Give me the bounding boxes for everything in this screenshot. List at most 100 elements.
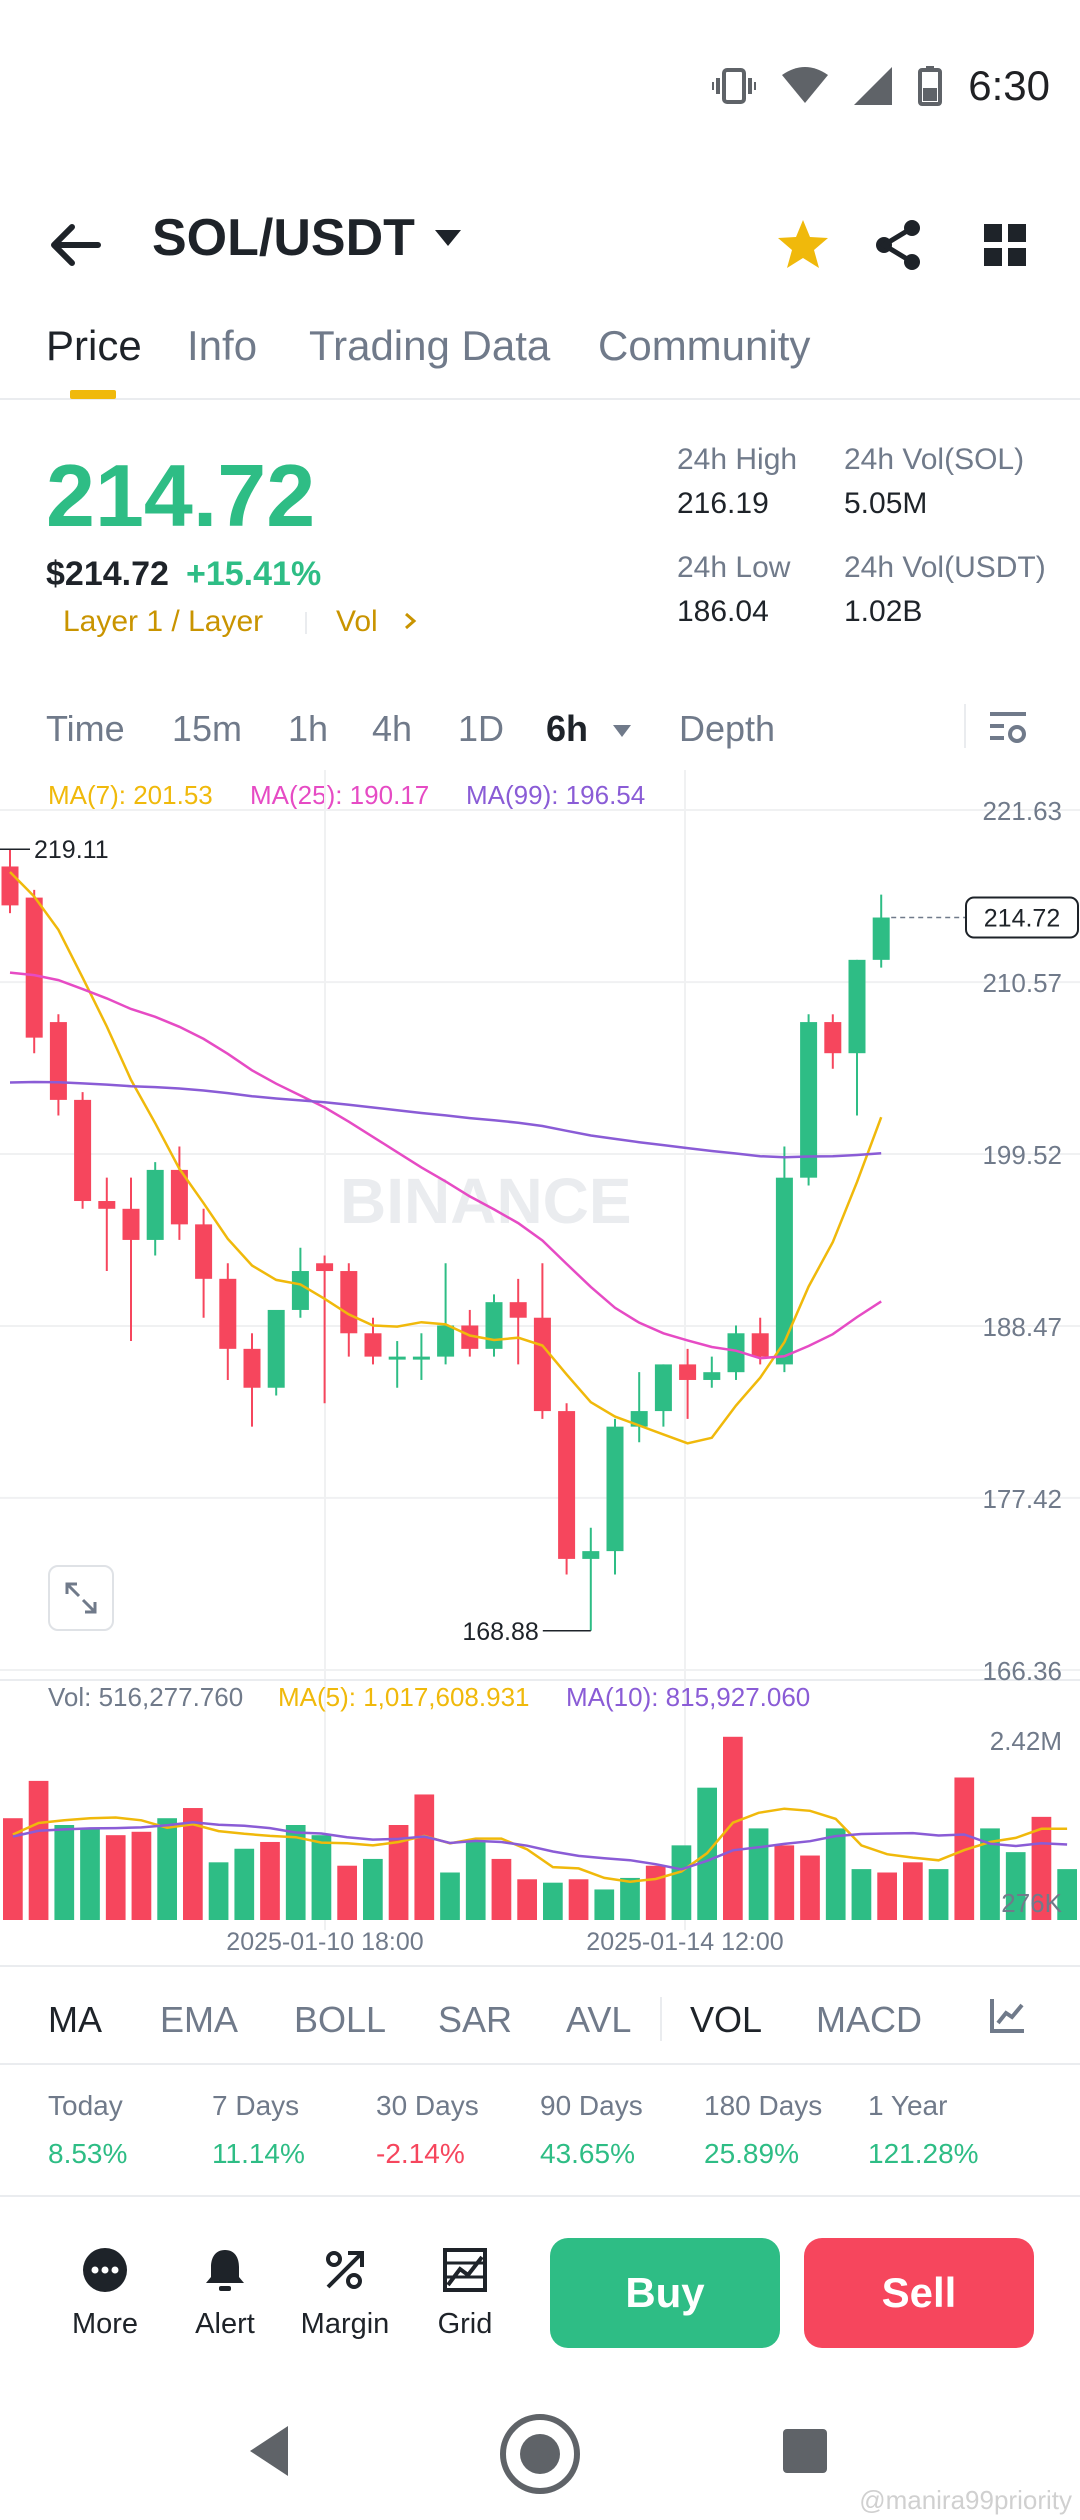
sell-button[interactable]: Sell xyxy=(804,2238,1034,2348)
volume-bar xyxy=(388,1825,409,1920)
indicator-avl[interactable]: AVL xyxy=(566,1999,632,2040)
interval-time[interactable]: Time xyxy=(46,708,125,749)
volume-bar xyxy=(337,1865,357,1920)
candle-body xyxy=(412,1356,430,1360)
tab-trading-data[interactable]: Trading Data xyxy=(309,322,551,369)
vol-ma10-legend: MA(10): 815,927.060 xyxy=(566,1682,811,1712)
price-axis-label: 177.42 xyxy=(982,1484,1062,1514)
volume-bar xyxy=(954,1777,975,1920)
grid-menu-button[interactable] xyxy=(970,210,1040,280)
interval-15m[interactable]: 15m xyxy=(172,708,243,749)
volume-bar xyxy=(800,1855,820,1920)
candle-body xyxy=(146,1169,164,1240)
current-price-box xyxy=(965,896,1079,939)
indicator-vol[interactable]: VOL xyxy=(690,1999,763,2040)
star-icon xyxy=(778,220,828,268)
interval-depth[interactable]: Depth xyxy=(679,708,776,749)
price-axis-label: 188.47 xyxy=(982,1312,1062,1342)
candle-body xyxy=(485,1302,503,1349)
volume-bar xyxy=(234,1848,255,1920)
volume-bar xyxy=(1057,1869,1077,1920)
back-button[interactable] xyxy=(40,210,110,280)
indicator-settings-icon[interactable] xyxy=(988,1995,1028,2035)
signal-icon xyxy=(854,67,893,105)
more-icon xyxy=(83,2248,127,2292)
pair-selector[interactable]: SOL/USDT xyxy=(152,208,463,268)
volume-bar xyxy=(465,1841,486,1920)
indicator-sar[interactable]: SAR xyxy=(438,1999,513,2040)
indicator-macd[interactable]: MACD xyxy=(816,1999,922,2040)
tab-price[interactable]: Price xyxy=(46,322,142,369)
interval-6h[interactable]: 6h xyxy=(546,708,632,750)
interval-4h[interactable]: 4h xyxy=(372,708,413,749)
margin-button[interactable]: Margin xyxy=(290,2240,400,2341)
alert-button[interactable]: Alert xyxy=(170,2240,280,2341)
volume-bar xyxy=(928,1869,949,1920)
perf-value-30d: -2.14% xyxy=(376,2138,465,2169)
candle-body xyxy=(437,1325,455,1357)
nav-back-icon[interactable] xyxy=(246,2424,292,2478)
chart-settings-icon[interactable] xyxy=(988,708,1028,748)
candle-body xyxy=(49,1022,67,1100)
volume-bar xyxy=(311,1835,332,1920)
last-price: 214.72 xyxy=(46,446,316,545)
indicator-ma[interactable]: MA xyxy=(48,1999,102,2040)
ma7-legend: MA(7): 201.53 xyxy=(48,780,213,810)
vol-sol-value: 5.05M xyxy=(844,487,928,520)
interval-1h[interactable]: 1h xyxy=(288,708,329,749)
indicator-divider xyxy=(660,1997,662,2041)
pair-title: SOL/USDT xyxy=(152,209,415,267)
perf-label-7d: 7 Days xyxy=(212,2090,300,2121)
grid-trading-icon xyxy=(443,2248,487,2292)
fullscreen-button[interactable] xyxy=(48,1565,114,1631)
indicator-boll[interactable]: BOLL xyxy=(294,1999,387,2040)
candle-body xyxy=(775,1177,793,1365)
main-tabs: Price Info Trading Data Community xyxy=(0,310,1080,400)
category-tag[interactable]: Layer 1 / Layer xyxy=(63,605,264,638)
price-axis-label: 221.63 xyxy=(982,796,1062,826)
candlestick-chart[interactable]: BINANCE 221.63 210.57 199.52 188.47 177.42 16… xyxy=(0,770,1080,1950)
candle-body xyxy=(606,1426,624,1552)
volume-bar xyxy=(440,1872,460,1920)
perf-value-today: 8.53% xyxy=(48,2138,128,2169)
low-label: 24h Low xyxy=(677,551,791,584)
grid-icon xyxy=(984,224,1026,266)
vol-ma5-legend: MA(5): 1,017,608.931 xyxy=(278,1682,530,1712)
chart-grid xyxy=(0,770,1080,1930)
header: SOL/USDT xyxy=(0,190,1080,310)
volume-ma-lines xyxy=(12,1807,1068,1883)
favorite-button[interactable] xyxy=(768,210,838,280)
buy-button[interactable]: Buy xyxy=(550,2238,780,2348)
interval-1d[interactable]: 1D xyxy=(458,708,505,749)
volume-bar xyxy=(825,1828,846,1920)
nav-recents-icon[interactable] xyxy=(782,2428,828,2474)
share-button[interactable] xyxy=(864,210,934,280)
candle-body xyxy=(219,1278,237,1349)
user-watermark: @manira99priority xyxy=(859,2485,1072,2515)
nav-home-icon[interactable] xyxy=(498,2412,582,2496)
volume-bar xyxy=(877,1872,897,1920)
expand-icon xyxy=(65,1582,97,1614)
candle-body xyxy=(533,1317,551,1412)
indicator-ema[interactable]: EMA xyxy=(160,1999,239,2040)
ma25-line xyxy=(9,971,882,1360)
price-axis-label: 199.52 xyxy=(982,1140,1062,1170)
grid-button[interactable]: Grid xyxy=(410,2240,520,2341)
more-label: More xyxy=(71,2308,139,2340)
volume-bar xyxy=(517,1879,537,1920)
candle-body xyxy=(364,1333,382,1357)
candle-body xyxy=(751,1333,769,1357)
candle-body xyxy=(243,1348,261,1388)
volume-bar xyxy=(980,1828,1000,1920)
candle-body xyxy=(267,1309,285,1388)
volume-bar xyxy=(774,1845,795,1920)
more-button[interactable]: More xyxy=(50,2240,160,2341)
active-tab-indicator xyxy=(70,390,116,399)
alert-label: Alert xyxy=(195,2308,255,2340)
vol-link[interactable]: Vol xyxy=(336,605,420,639)
tab-info[interactable]: Info xyxy=(187,322,258,369)
volume-bar xyxy=(28,1780,49,1920)
perf-value-1y: 121.28% xyxy=(868,2138,979,2169)
time-axis: 2025-01-10 18:00 2025-01-14 12:00 xyxy=(226,1928,783,1950)
tab-community[interactable]: Community xyxy=(598,322,811,369)
